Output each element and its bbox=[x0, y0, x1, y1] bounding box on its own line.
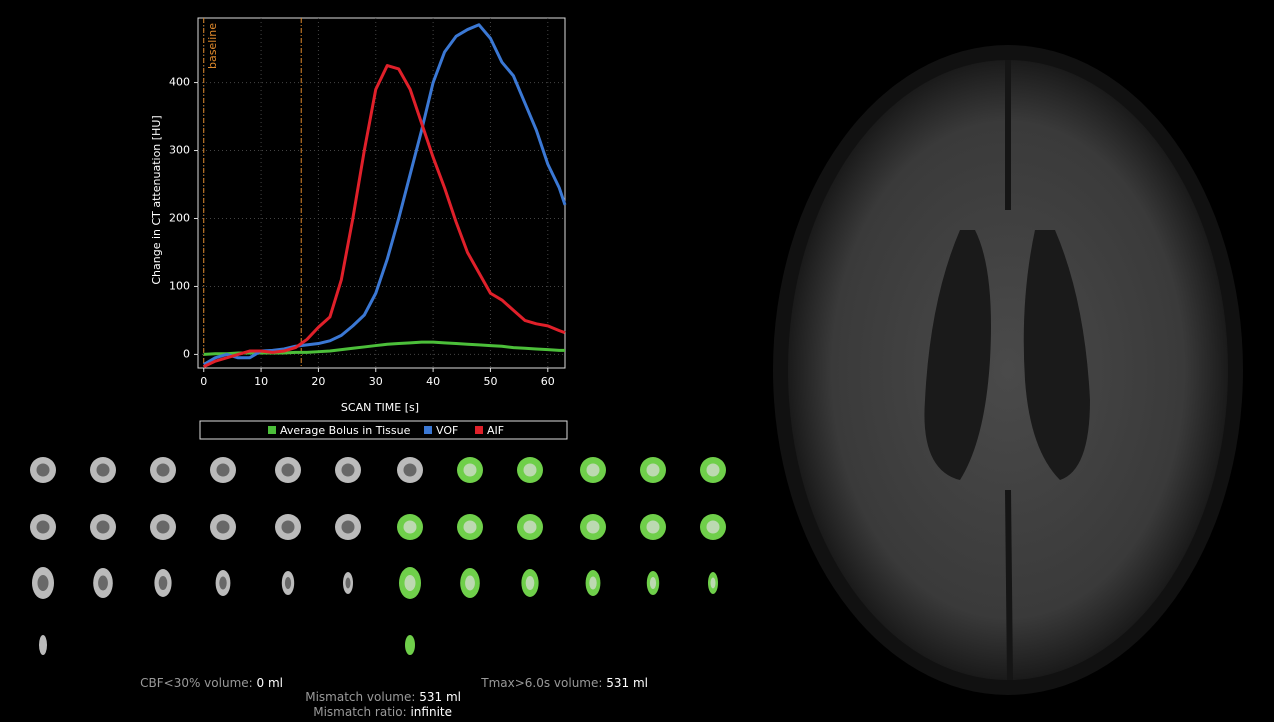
annotation: baseline bbox=[206, 23, 219, 69]
stat-value: infinite bbox=[410, 705, 452, 719]
slice-detail bbox=[523, 520, 537, 534]
legend-swatch bbox=[424, 426, 432, 434]
stat-label: Mismatch ratio: bbox=[313, 705, 406, 719]
slice-detail bbox=[341, 463, 355, 477]
legend-label: VOF bbox=[436, 424, 458, 437]
slice-detail bbox=[36, 520, 50, 534]
slice-detail bbox=[36, 463, 50, 477]
slice-detail bbox=[646, 520, 660, 534]
slice-detail bbox=[345, 577, 351, 589]
stat-line: Mismatch ratio: infinite bbox=[313, 705, 452, 719]
x-tick-label: 0 bbox=[200, 375, 207, 388]
slice-detail bbox=[586, 463, 600, 477]
legend-swatch bbox=[475, 426, 483, 434]
x-tick-label: 60 bbox=[541, 375, 555, 388]
slice-detail bbox=[463, 463, 477, 477]
x-tick-label: 30 bbox=[369, 375, 383, 388]
series-line bbox=[203, 64, 566, 368]
stat-value: 0 ml bbox=[257, 676, 283, 690]
slice-detail bbox=[586, 520, 600, 534]
slice-detail bbox=[37, 575, 49, 591]
chart: baseline Change in CT attenuation [HU] S… bbox=[150, 23, 419, 414]
stat-label: Mismatch volume: bbox=[305, 690, 415, 704]
legend-box bbox=[199, 420, 568, 440]
slice-detail bbox=[465, 575, 475, 591]
x-tick-label: 10 bbox=[254, 375, 268, 388]
slice-detail bbox=[96, 520, 110, 534]
slice-detail bbox=[589, 576, 597, 590]
slice-thumbnail bbox=[39, 635, 47, 655]
y-tick-label: 0 bbox=[183, 347, 190, 360]
slice-detail bbox=[706, 463, 720, 477]
stat-label: Tmax>6.0s volume: bbox=[480, 676, 602, 690]
slice-detail bbox=[96, 463, 110, 477]
x-tick-label: 20 bbox=[311, 375, 325, 388]
stat-line: CBF<30% volume: 0 ml bbox=[140, 676, 283, 690]
stat-label: CBF<30% volume: bbox=[140, 676, 253, 690]
legend-swatch bbox=[268, 426, 276, 434]
y-tick-label: 300 bbox=[169, 144, 190, 157]
slice-detail bbox=[281, 520, 295, 534]
y-tick-label: 200 bbox=[169, 211, 190, 224]
y-axis-label: Change in CT attenuation [HU] bbox=[150, 115, 163, 284]
slice-detail bbox=[710, 577, 716, 589]
legend-label: Average Bolus in Tissue bbox=[280, 424, 411, 437]
slice-detail bbox=[404, 575, 416, 591]
y-tick-label: 100 bbox=[169, 279, 190, 292]
x-tick-label: 40 bbox=[426, 375, 440, 388]
y-tick-label: 400 bbox=[169, 76, 190, 89]
series-line bbox=[203, 340, 565, 356]
stat-value: 531 ml bbox=[419, 690, 461, 704]
stat-line: Tmax>6.0s volume: 531 ml bbox=[480, 676, 648, 690]
stat-line: Mismatch volume: 531 ml bbox=[305, 690, 461, 704]
slice-detail bbox=[706, 520, 720, 534]
plot-frame bbox=[197, 17, 566, 369]
slice-detail bbox=[525, 576, 535, 590]
x-tick-label: 50 bbox=[483, 375, 497, 388]
slice-thumbnail bbox=[405, 635, 415, 655]
slice-detail bbox=[463, 520, 477, 534]
slice-detail bbox=[219, 576, 227, 590]
slice-detail bbox=[158, 576, 168, 590]
slice-detail bbox=[156, 520, 170, 534]
slice-detail bbox=[98, 575, 108, 591]
slice-detail bbox=[649, 577, 657, 589]
slice-detail bbox=[523, 463, 537, 477]
slice-detail bbox=[341, 520, 355, 534]
slice-detail bbox=[646, 463, 660, 477]
slice-detail bbox=[403, 463, 417, 477]
slice-detail bbox=[284, 577, 292, 589]
slice-detail bbox=[156, 463, 170, 477]
slice-detail bbox=[403, 520, 417, 534]
legend-label: AIF bbox=[487, 424, 504, 437]
brain-image bbox=[773, 45, 1243, 695]
slice-detail bbox=[216, 520, 230, 534]
slice-detail bbox=[281, 463, 295, 477]
stat-value: 531 ml bbox=[606, 676, 648, 690]
x-axis-label: SCAN TIME [s] bbox=[341, 401, 419, 414]
slice-detail bbox=[216, 463, 230, 477]
